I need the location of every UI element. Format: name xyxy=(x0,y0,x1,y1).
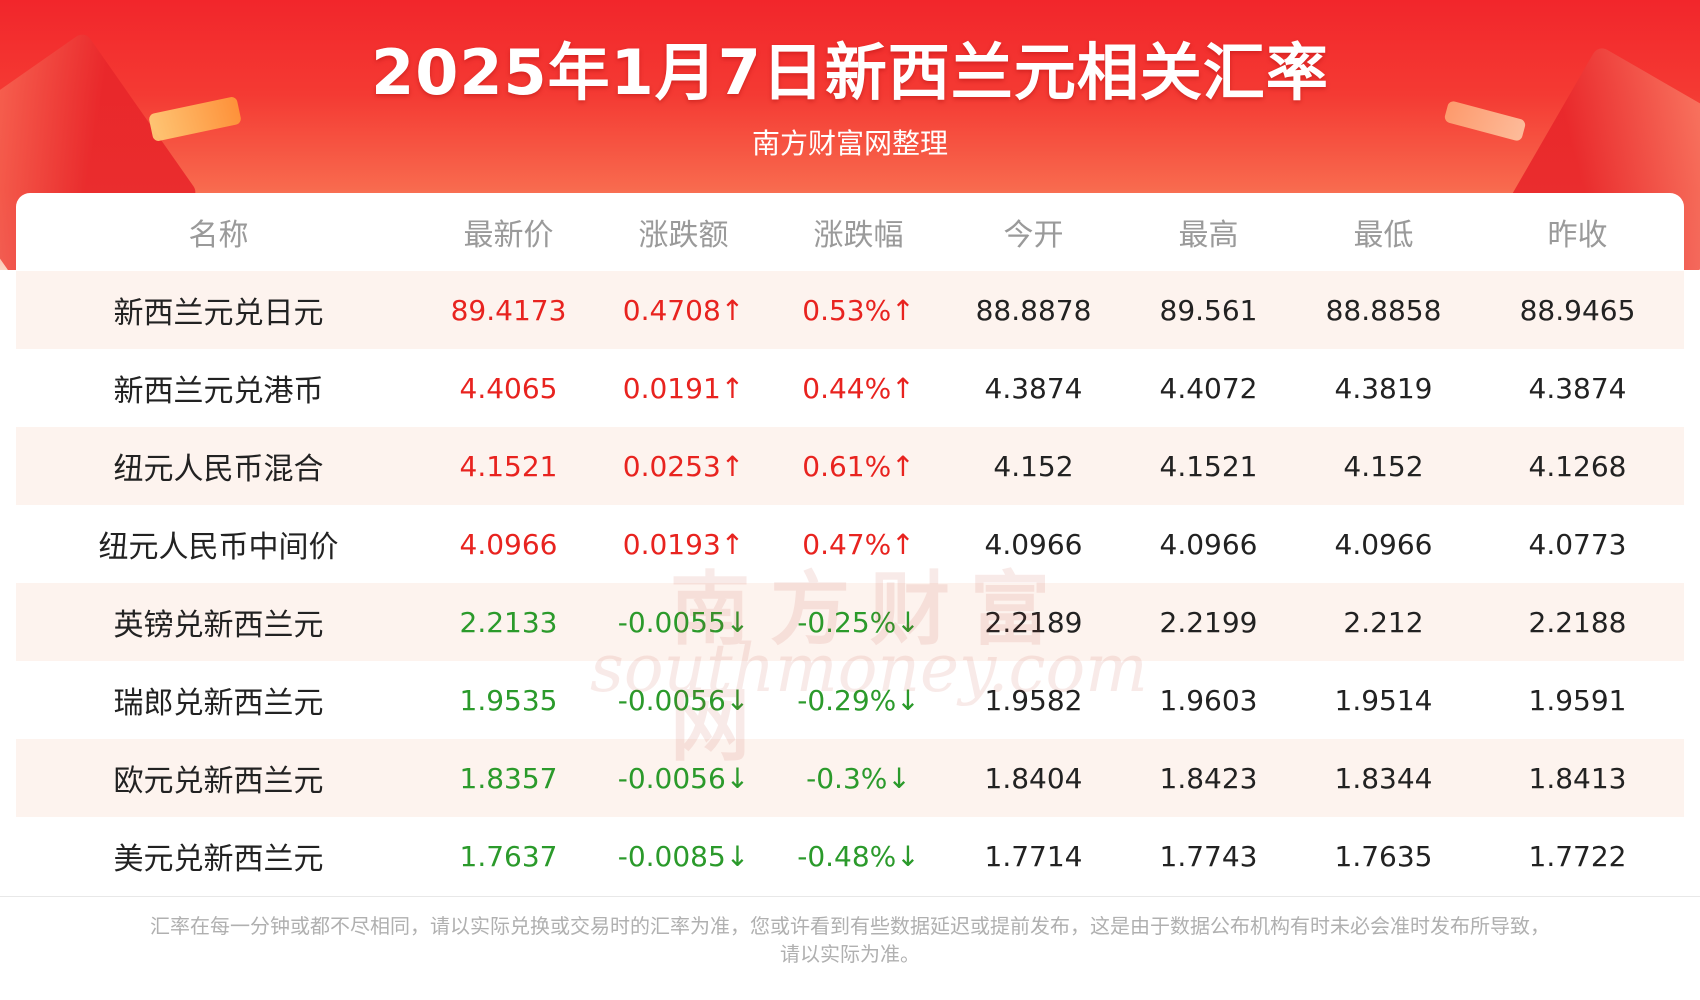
table-body: 新西兰元兑日元 89.4173 0.4708↑ 0.53%↑ 88.8878 8… xyxy=(16,271,1684,893)
cell-name: 欧元兑新西兰元 xyxy=(16,739,421,817)
cell-high: 1.8423 xyxy=(1121,739,1296,817)
column-header-change: 涨跌额 xyxy=(638,218,729,253)
cell-change: 0.0191↑ xyxy=(622,371,745,405)
column-header-low: 最低 xyxy=(1353,218,1414,253)
cell-change: -0.0056↓ xyxy=(596,739,771,817)
cell-prev-close: 1.9591 xyxy=(1528,683,1627,717)
cell-low: 4.3819 xyxy=(1334,371,1433,405)
cell-open: 4.152 xyxy=(946,427,1121,505)
cell-pct: 0.44%↑ xyxy=(802,371,915,405)
cell-name: 瑞郎兑新西兰元 xyxy=(113,686,324,721)
cell-low: 4.0966 xyxy=(1334,527,1433,561)
cell-low: 88.8858 xyxy=(1296,271,1471,349)
cell-open: 2.2189 xyxy=(946,583,1121,661)
cell-pct: 0.53%↑ xyxy=(771,271,946,349)
cell-prev-close: 1.8413 xyxy=(1471,739,1684,817)
column-header-open: 今开 xyxy=(1003,218,1064,253)
cell-pct: 0.61%↑ xyxy=(771,427,946,505)
page-title: 2025年1月7日新西兰元相关汇率 xyxy=(371,36,1329,109)
cell-latest: 4.1521 xyxy=(421,427,596,505)
cell-prev-close: 88.9465 xyxy=(1471,271,1684,349)
cell-change: -0.0085↓ xyxy=(617,839,750,873)
cell-pct: -0.3%↓ xyxy=(771,739,946,817)
cell-high: 4.0966 xyxy=(1159,527,1258,561)
cell-high: 2.2199 xyxy=(1121,583,1296,661)
cell-pct: 0.47%↑ xyxy=(802,527,915,561)
cell-latest: 4.4065 xyxy=(459,371,558,405)
cell-low: 4.152 xyxy=(1296,427,1471,505)
cell-latest: 4.0966 xyxy=(459,527,558,561)
cell-change: 0.0253↑ xyxy=(596,427,771,505)
cell-change: 0.0193↑ xyxy=(622,527,745,561)
cell-pct: -0.48%↓ xyxy=(797,839,920,873)
table-row: 新西兰元兑港币 4.4065 0.0191↑ 0.44%↑ 4.3874 4.4… xyxy=(16,349,1684,427)
page-subtitle: 南方财富网整理 xyxy=(751,127,948,160)
cell-change: 0.4708↑ xyxy=(596,271,771,349)
cell-high: 89.561 xyxy=(1121,271,1296,349)
table-row: 纽元人民币混合 4.1521 0.0253↑ 0.61%↑ 4.152 4.15… xyxy=(16,427,1684,505)
cell-high: 1.9603 xyxy=(1159,683,1258,717)
cell-prev-close: 4.0773 xyxy=(1528,527,1627,561)
cell-name: 英镑兑新西兰元 xyxy=(16,583,421,661)
cell-name: 纽元人民币混合 xyxy=(16,427,421,505)
cell-prev-close: 1.7722 xyxy=(1528,839,1627,873)
cell-low: 2.212 xyxy=(1296,583,1471,661)
table-row: 欧元兑新西兰元 1.8357 -0.0056↓ -0.3%↓ 1.8404 1.… xyxy=(16,739,1684,817)
column-header-latest: 最新价 xyxy=(463,218,554,253)
cell-name: 新西兰元兑日元 xyxy=(16,271,421,349)
column-header-prev-close: 昨收 xyxy=(1547,218,1608,253)
cell-name: 美元兑新西兰元 xyxy=(113,842,324,877)
divider xyxy=(0,896,1700,897)
cell-low: 1.7635 xyxy=(1334,839,1433,873)
cell-low: 1.9514 xyxy=(1334,683,1433,717)
cell-open: 4.0966 xyxy=(984,527,1083,561)
disclaimer-note: 汇率在每一分钟或都不尽相同，请以实际兑换或交易时的汇率为准，您或许看到有些数据延… xyxy=(60,912,1640,968)
cell-open: 1.9582 xyxy=(984,683,1083,717)
cell-prev-close: 4.1268 xyxy=(1471,427,1684,505)
cell-prev-close: 2.2188 xyxy=(1471,583,1684,661)
cell-open: 1.7714 xyxy=(984,839,1083,873)
cell-high: 4.1521 xyxy=(1121,427,1296,505)
cell-pct: -0.29%↓ xyxy=(797,683,920,717)
table-row: 英镑兑新西兰元 2.2133 -0.0055↓ -0.25%↓ 2.2189 2… xyxy=(16,583,1684,661)
cell-name: 纽元人民币中间价 xyxy=(98,530,339,565)
cell-open: 4.3874 xyxy=(984,371,1083,405)
cell-high: 4.4072 xyxy=(1159,371,1258,405)
table-row: 纽元人民币中间价 4.0966 0.0193↑ 0.47%↑ 4.0966 4.… xyxy=(16,505,1684,583)
cell-change: -0.0055↓ xyxy=(596,583,771,661)
cell-prev-close: 4.3874 xyxy=(1528,371,1627,405)
rates-table-card: 名称 最新价 涨跌额 涨跌幅 今开 最高 最低 昨收 新西兰元兑日元 89.41… xyxy=(16,193,1684,893)
table-row: 瑞郎兑新西兰元 1.9535 -0.0056↓ -0.29%↓ 1.9582 1… xyxy=(16,661,1684,739)
table-row: 美元兑新西兰元 1.7637 -0.0085↓ -0.48%↓ 1.7714 1… xyxy=(16,817,1684,893)
cell-open: 1.8404 xyxy=(946,739,1121,817)
rates-table: 名称 最新价 涨跌额 涨跌幅 今开 最高 最低 昨收 新西兰元兑日元 89.41… xyxy=(16,193,1684,893)
cell-latest: 1.8357 xyxy=(421,739,596,817)
column-header-name: 名称 xyxy=(188,218,249,253)
table-row: 新西兰元兑日元 89.4173 0.4708↑ 0.53%↑ 88.8878 8… xyxy=(16,271,1684,349)
disclaimer-line-2: 请以实际为准。 xyxy=(780,942,920,966)
cell-latest: 1.9535 xyxy=(459,683,558,717)
cell-pct: -0.25%↓ xyxy=(771,583,946,661)
cell-high: 1.7743 xyxy=(1159,839,1258,873)
cell-low: 1.8344 xyxy=(1296,739,1471,817)
cell-latest: 2.2133 xyxy=(421,583,596,661)
column-header-pct: 涨跌幅 xyxy=(813,218,904,253)
cell-latest: 89.4173 xyxy=(421,271,596,349)
table-header-row: 名称 最新价 涨跌额 涨跌幅 今开 最高 最低 昨收 xyxy=(16,193,1684,271)
disclaimer-line-1: 汇率在每一分钟或都不尽相同，请以实际兑换或交易时的汇率为准，您或许看到有些数据延… xyxy=(150,914,1550,938)
cell-latest: 1.7637 xyxy=(459,839,558,873)
column-header-high: 最高 xyxy=(1178,218,1239,253)
cell-change: -0.0056↓ xyxy=(617,683,750,717)
cell-name: 新西兰元兑港币 xyxy=(113,374,324,409)
cell-open: 88.8878 xyxy=(946,271,1121,349)
